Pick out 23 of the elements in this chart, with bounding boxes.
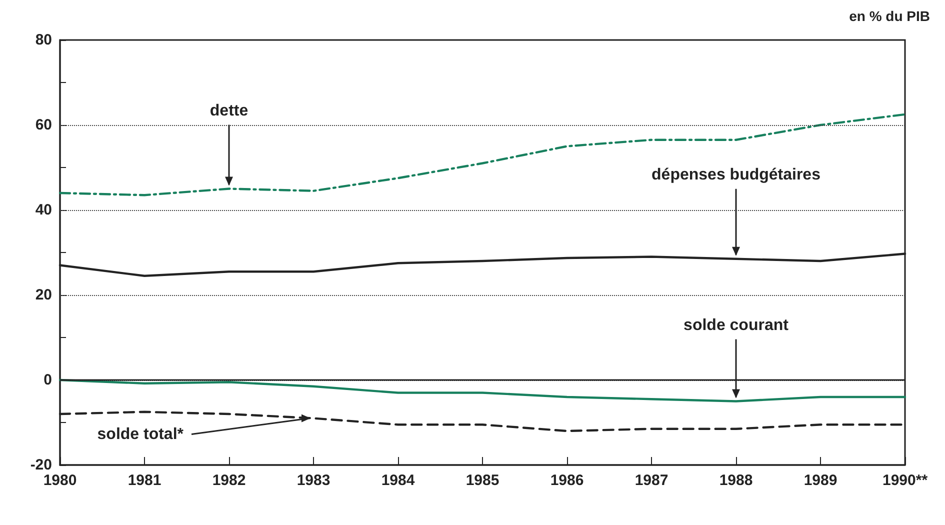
y-tick-label: 80: [35, 32, 52, 48]
y-tick-label: 20: [35, 286, 52, 304]
x-tick-label: 1983: [296, 472, 330, 489]
annotation: solde courant: [684, 316, 790, 334]
x-tick-label: 1982: [212, 472, 246, 489]
y-tick-label: 60: [35, 116, 52, 134]
annotation: solde total*: [97, 426, 184, 443]
chart-subtitle: en % du PIB: [849, 8, 930, 24]
x-tick-label: 1986: [550, 472, 584, 489]
y-tick-label: -20: [30, 456, 52, 474]
y-tick-label: 40: [35, 202, 52, 218]
x-tick-label: 1988: [719, 472, 753, 489]
x-tick-label: 1981: [128, 472, 162, 489]
y-tick-label: 0: [44, 372, 52, 388]
x-tick-label: 1987: [634, 472, 668, 489]
x-tick-label: 1980: [43, 472, 77, 489]
line-series: [58, 378, 906, 402]
x-tick-label: 1990**: [882, 472, 928, 489]
x-tick-label: 1984: [381, 472, 416, 489]
x-tick-label: 1989: [804, 472, 838, 489]
annotation: dette: [210, 102, 248, 120]
annotation: dépenses budgétaires: [652, 166, 821, 184]
x-tick-label: 1985: [466, 472, 500, 489]
